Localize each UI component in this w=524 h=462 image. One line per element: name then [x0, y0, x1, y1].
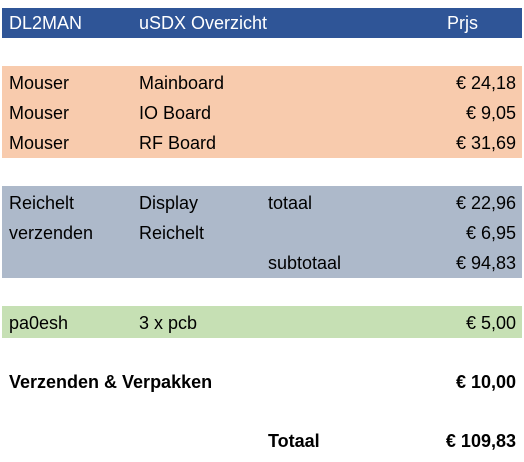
supplier-cell: Mouser [9, 133, 70, 153]
shipping-row: Verzenden & Verpakken € 10,00 [2, 367, 522, 397]
subtotal-label: subtotaal [268, 253, 342, 273]
subtotal-value: € 94,83 [455, 253, 516, 273]
table-row: subtotaal € 94,83 [2, 248, 522, 278]
price-cell: € 31,69 [455, 133, 516, 153]
table-row: Mouser IO Board € 9,05 [2, 98, 522, 128]
supplier-cell: Reichelt [9, 193, 75, 213]
total-amount: € 109,83 [445, 431, 516, 451]
table-row: pa0esh 3 x pcb € 5,00 [2, 308, 522, 338]
reichelt-group-band [2, 186, 522, 278]
header-author: DL2MAN [9, 13, 83, 33]
header-row: DL2MAN uSDX Overzicht Prjs [2, 8, 522, 38]
pcb-group-band [2, 306, 522, 338]
item-cell: Mainboard [139, 73, 225, 93]
item-cell: Reichelt [139, 223, 205, 243]
supplier-cell: Mouser [9, 73, 70, 93]
total-row: Totaal € 109,83 [2, 426, 522, 456]
item-cell: Display [139, 193, 199, 213]
price-cell: € 24,18 [455, 73, 516, 93]
mouser-group-band [2, 66, 522, 158]
supplier-cell: pa0esh [9, 313, 69, 333]
table-row: Mouser Mainboard € 24,18 [2, 68, 522, 98]
header-title: uSDX Overzicht [139, 13, 268, 33]
item-cell: 3 x pcb [139, 313, 198, 333]
price-cell: € 9,05 [465, 103, 516, 123]
header-price-label: Prjs [447, 13, 478, 33]
table-row: verzenden Reichelt € 6,95 [2, 218, 522, 248]
note-cell: totaal [268, 193, 313, 213]
price-cell: € 5,00 [465, 313, 516, 333]
supplier-cell: Mouser [9, 103, 70, 123]
shipping-amount: € 10,00 [455, 372, 516, 392]
price-cell: € 22,96 [455, 193, 516, 213]
table-row: Mouser RF Board € 31,69 [2, 128, 522, 158]
table-row: Reichelt Display totaal € 22,96 [2, 188, 522, 218]
shipping-label: Verzenden & Verpakken [9, 372, 213, 392]
price-cell: € 6,95 [465, 223, 516, 243]
supplier-cell: verzenden [9, 223, 94, 243]
item-cell: RF Board [139, 133, 217, 153]
item-cell: IO Board [139, 103, 212, 123]
total-label: Totaal [268, 431, 320, 451]
